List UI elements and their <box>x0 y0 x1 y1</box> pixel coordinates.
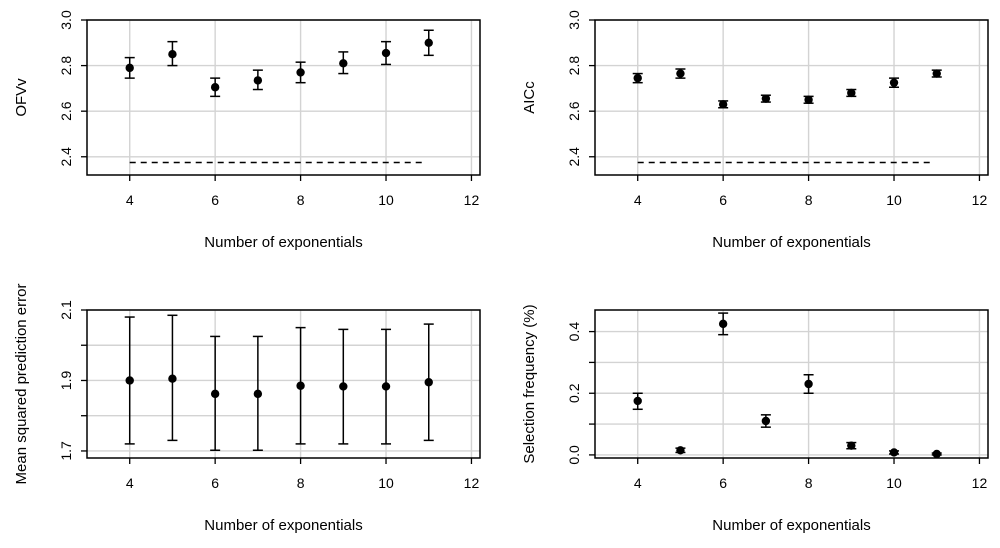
data-point <box>889 448 899 457</box>
y-tick-label: 2.6 <box>566 101 582 121</box>
x-axis-label: Number of exponentials <box>712 517 870 534</box>
y-tick-label: 2.6 <box>58 101 74 121</box>
x-tick-label: 6 <box>211 192 219 208</box>
data-point <box>804 379 813 389</box>
data-point <box>125 376 134 385</box>
y-tick-label: 2.8 <box>566 56 582 76</box>
x-tick-label: 6 <box>211 475 219 491</box>
data-point <box>296 381 305 390</box>
data-point <box>381 48 391 58</box>
y-axis-label: OFVv <box>13 78 30 117</box>
data-point <box>804 95 813 104</box>
data-point <box>847 88 856 98</box>
panel-aicc: 4 6 8 10 12 2.4 2.6 2.8 3.0 Number of exponential… <box>521 10 989 251</box>
y-tick-label: 2.1 <box>58 300 74 320</box>
data-point <box>424 378 433 387</box>
y-tick-label: 0.4 <box>566 322 582 342</box>
x-tick-label: 4 <box>634 192 642 208</box>
x-tick-label: 10 <box>886 475 902 491</box>
panel-selection-frequency: 4 6 8 10 12 0.0 0.2 0.4 Number of exponentials Se… <box>521 304 989 534</box>
x-tick-label: 12 <box>464 192 480 208</box>
x-axis-label: Number of exponentials <box>204 234 362 251</box>
y-tick-label: 2.4 <box>566 147 582 167</box>
x-tick-label: 4 <box>126 192 134 208</box>
data-point <box>718 100 728 109</box>
y-axis-label: AICc <box>521 81 538 114</box>
data-point <box>633 396 642 406</box>
y-tick-label: 1.7 <box>58 441 74 461</box>
data-point <box>424 38 433 47</box>
data-point <box>932 69 941 78</box>
data-point <box>761 94 771 103</box>
y-axis-label: Selection frequency (%) <box>521 304 538 463</box>
data-point <box>889 78 899 87</box>
x-tick-label: 10 <box>886 192 902 208</box>
data-point <box>339 382 348 391</box>
data-point <box>253 389 263 399</box>
x-axis-label: Number of exponentials <box>712 234 870 251</box>
x-tick-label: 4 <box>126 475 134 491</box>
plot-frame <box>594 19 989 176</box>
data-point <box>718 319 728 329</box>
x-tick-label: 12 <box>464 475 480 491</box>
data-point <box>761 416 771 426</box>
y-tick-label: 3.0 <box>58 10 74 30</box>
data-point <box>168 49 177 59</box>
data-point <box>932 449 941 459</box>
x-tick-label: 8 <box>297 192 305 208</box>
x-tick-label: 8 <box>805 192 813 208</box>
y-tick-label: 0.0 <box>566 445 582 465</box>
data-point <box>676 69 685 78</box>
data-point <box>125 63 134 73</box>
y-tick-label: 2.8 <box>58 56 74 76</box>
data-point <box>210 389 220 399</box>
x-tick-label: 6 <box>719 192 727 208</box>
data-point <box>676 446 685 455</box>
plot-frame <box>86 19 481 176</box>
panel-mspe: 4 6 8 10 12 1.7 1.9 2.1 Number of exponentials Me… <box>13 284 481 534</box>
data-point <box>381 382 391 391</box>
panel-ofvv: 4 6 8 10 12 2.4 2.6 2.8 3.0 Number of exponential… <box>13 10 481 251</box>
x-tick-label: 4 <box>634 475 642 491</box>
x-tick-label: 8 <box>297 475 305 491</box>
y-tick-label: 0.2 <box>566 383 582 403</box>
data-point <box>633 73 642 83</box>
x-tick-label: 10 <box>378 192 394 208</box>
data-point <box>339 59 348 68</box>
y-tick-label: 2.4 <box>58 147 74 167</box>
y-axis-label: Mean squared prediction error <box>13 284 30 485</box>
x-tick-label: 10 <box>378 475 394 491</box>
data-point <box>296 68 305 77</box>
plot-frame <box>86 309 481 459</box>
plot-frame <box>594 309 989 459</box>
y-tick-label: 3.0 <box>566 10 582 30</box>
data-point <box>168 374 177 383</box>
y-tick-label: 1.9 <box>58 371 74 391</box>
x-tick-label: 6 <box>719 475 727 491</box>
x-tick-label: 12 <box>972 192 988 208</box>
x-axis-label: Number of exponentials <box>204 517 362 534</box>
x-tick-label: 12 <box>972 475 988 491</box>
data-point <box>847 441 856 450</box>
data-point <box>253 76 263 85</box>
data-point <box>210 83 220 92</box>
x-tick-label: 8 <box>805 475 813 491</box>
